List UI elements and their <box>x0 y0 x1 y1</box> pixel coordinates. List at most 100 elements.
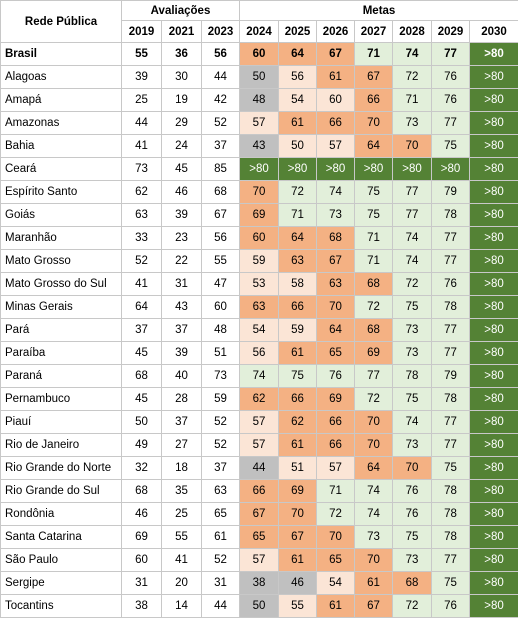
meta-cell: 64 <box>316 318 356 342</box>
meta-cell: 76 <box>431 594 471 618</box>
meta-cell: 60 <box>316 88 356 112</box>
meta-cell: >80 <box>469 318 518 342</box>
avaliacao-cell: 68 <box>200 180 241 204</box>
meta-cell: 58 <box>278 272 318 296</box>
state-name: Bahia <box>0 134 122 158</box>
avaliacao-cell: 44 <box>121 111 162 135</box>
state-name: Maranhão <box>0 226 122 250</box>
meta-cell: 54 <box>239 318 280 342</box>
avaliacao-cell: 41 <box>121 134 162 158</box>
meta-cell: 66 <box>354 88 394 112</box>
avaliacao-cell: 31 <box>200 571 241 595</box>
meta-cell: 73 <box>392 341 433 365</box>
meta-cell: 72 <box>278 180 318 204</box>
meta-cell: 78 <box>431 525 471 549</box>
avaliacao-cell: 37 <box>121 318 162 342</box>
meta-cell: >80 <box>469 479 518 503</box>
meta-cell: 61 <box>316 594 356 618</box>
meta-cell: 78 <box>431 295 471 319</box>
meta-cell: 67 <box>316 249 356 273</box>
table-row: Mato Grosso do Sul 41 31 47 53 58 63 68 72 76 >80 <box>0 272 518 296</box>
meta-cell: 69 <box>354 341 394 365</box>
avaliacao-cell: 27 <box>161 433 202 457</box>
table-row: São Paulo 60 41 52 57 61 65 70 73 77 >80 <box>0 548 518 572</box>
avaliacao-cell: 44 <box>200 594 241 618</box>
avaliacao-cell: 19 <box>161 88 202 112</box>
meta-cell: 66 <box>316 111 356 135</box>
avaliacao-cell: 23 <box>161 226 202 250</box>
table-row: Amazonas 44 29 52 57 61 66 70 73 77 >80 <box>0 111 518 135</box>
avaliacao-cell: 36 <box>161 42 202 66</box>
meta-cell: 61 <box>316 65 356 89</box>
meta-cell: 77 <box>431 249 471 273</box>
avaliacao-cell: 20 <box>161 571 202 595</box>
meta-cell: 77 <box>354 364 394 388</box>
meta-cell: 59 <box>278 318 318 342</box>
meta-cell: 70 <box>278 502 318 526</box>
meta-cell: 63 <box>316 272 356 296</box>
table-row: Espírito Santo 62 46 68 70 72 74 75 77 79 >80 <box>0 180 518 204</box>
meta-cell: 75 <box>431 456 471 480</box>
avaliacao-cell: 64 <box>121 295 162 319</box>
meta-cell: 76 <box>392 502 433 526</box>
avaliacao-cell: 48 <box>200 318 241 342</box>
meta-cell: >80 <box>469 571 518 595</box>
avaliacao-cell: 39 <box>161 341 202 365</box>
state-name: Brasil <box>0 42 122 66</box>
meta-cell: 72 <box>354 295 394 319</box>
avaliacao-cell: 50 <box>121 410 162 434</box>
avaliacao-cell: 45 <box>161 157 202 181</box>
meta-cell: 65 <box>316 341 356 365</box>
table-row: Sergipe 31 20 31 38 46 54 61 68 75 >80 <box>0 571 518 595</box>
avaliacao-cell: 37 <box>200 134 241 158</box>
meta-cell: >80 <box>469 594 518 618</box>
avaliacao-cell: 35 <box>161 479 202 503</box>
meta-cell: 67 <box>354 594 394 618</box>
state-name: Santa Catarina <box>0 525 122 549</box>
meta-cell: 77 <box>431 318 471 342</box>
state-name: Rio de Janeiro <box>0 433 122 457</box>
meta-cell: 61 <box>278 111 318 135</box>
avaliacao-cell: 45 <box>121 341 162 365</box>
avaliacao-cell: 41 <box>161 548 202 572</box>
meta-cell: 77 <box>431 433 471 457</box>
meta-cell: 65 <box>239 525 280 549</box>
meta-cell: >80 <box>469 157 518 181</box>
meta-cell: 50 <box>278 134 318 158</box>
header-year: 2023 <box>200 20 241 43</box>
meta-cell: >80 <box>469 548 518 572</box>
header-year: 2024 <box>239 20 280 43</box>
meta-cell: >80 <box>469 295 518 319</box>
meta-cell: 57 <box>239 548 280 572</box>
meta-cell: 78 <box>431 479 471 503</box>
meta-cell: >80 <box>469 134 518 158</box>
header-year: 2019 <box>121 20 162 43</box>
table-row: Goiás 63 39 67 69 71 73 75 77 78 >80 <box>0 203 518 227</box>
meta-cell: >80 <box>469 203 518 227</box>
meta-cell: 64 <box>278 226 318 250</box>
state-name: Rio Grande do Norte <box>0 456 122 480</box>
meta-cell: 76 <box>431 65 471 89</box>
state-name: Alagoas <box>0 65 122 89</box>
avaliacao-cell: 56 <box>200 226 241 250</box>
meta-cell: 78 <box>431 387 471 411</box>
meta-cell: 72 <box>392 594 433 618</box>
avaliacao-cell: 44 <box>200 65 241 89</box>
meta-cell: 54 <box>316 571 356 595</box>
avaliacao-cell: 22 <box>161 249 202 273</box>
table-row: Santa Catarina 69 55 61 65 67 70 73 75 78 >80 <box>0 525 518 549</box>
meta-cell: 61 <box>278 433 318 457</box>
avaliacao-cell: 25 <box>161 502 202 526</box>
meta-cell: 77 <box>431 410 471 434</box>
header-metas: Metas <box>239 0 518 21</box>
avaliacao-cell: 73 <box>121 157 162 181</box>
meta-cell: >80 <box>278 157 318 181</box>
avaliacao-cell: 85 <box>200 157 241 181</box>
meta-cell: >80 <box>469 272 518 296</box>
meta-cell: 78 <box>431 203 471 227</box>
meta-cell: >80 <box>469 387 518 411</box>
avaliacao-cell: 62 <box>121 180 162 204</box>
meta-cell: 46 <box>278 571 318 595</box>
avaliacao-cell: 52 <box>200 111 241 135</box>
avaliacao-cell: 14 <box>161 594 202 618</box>
